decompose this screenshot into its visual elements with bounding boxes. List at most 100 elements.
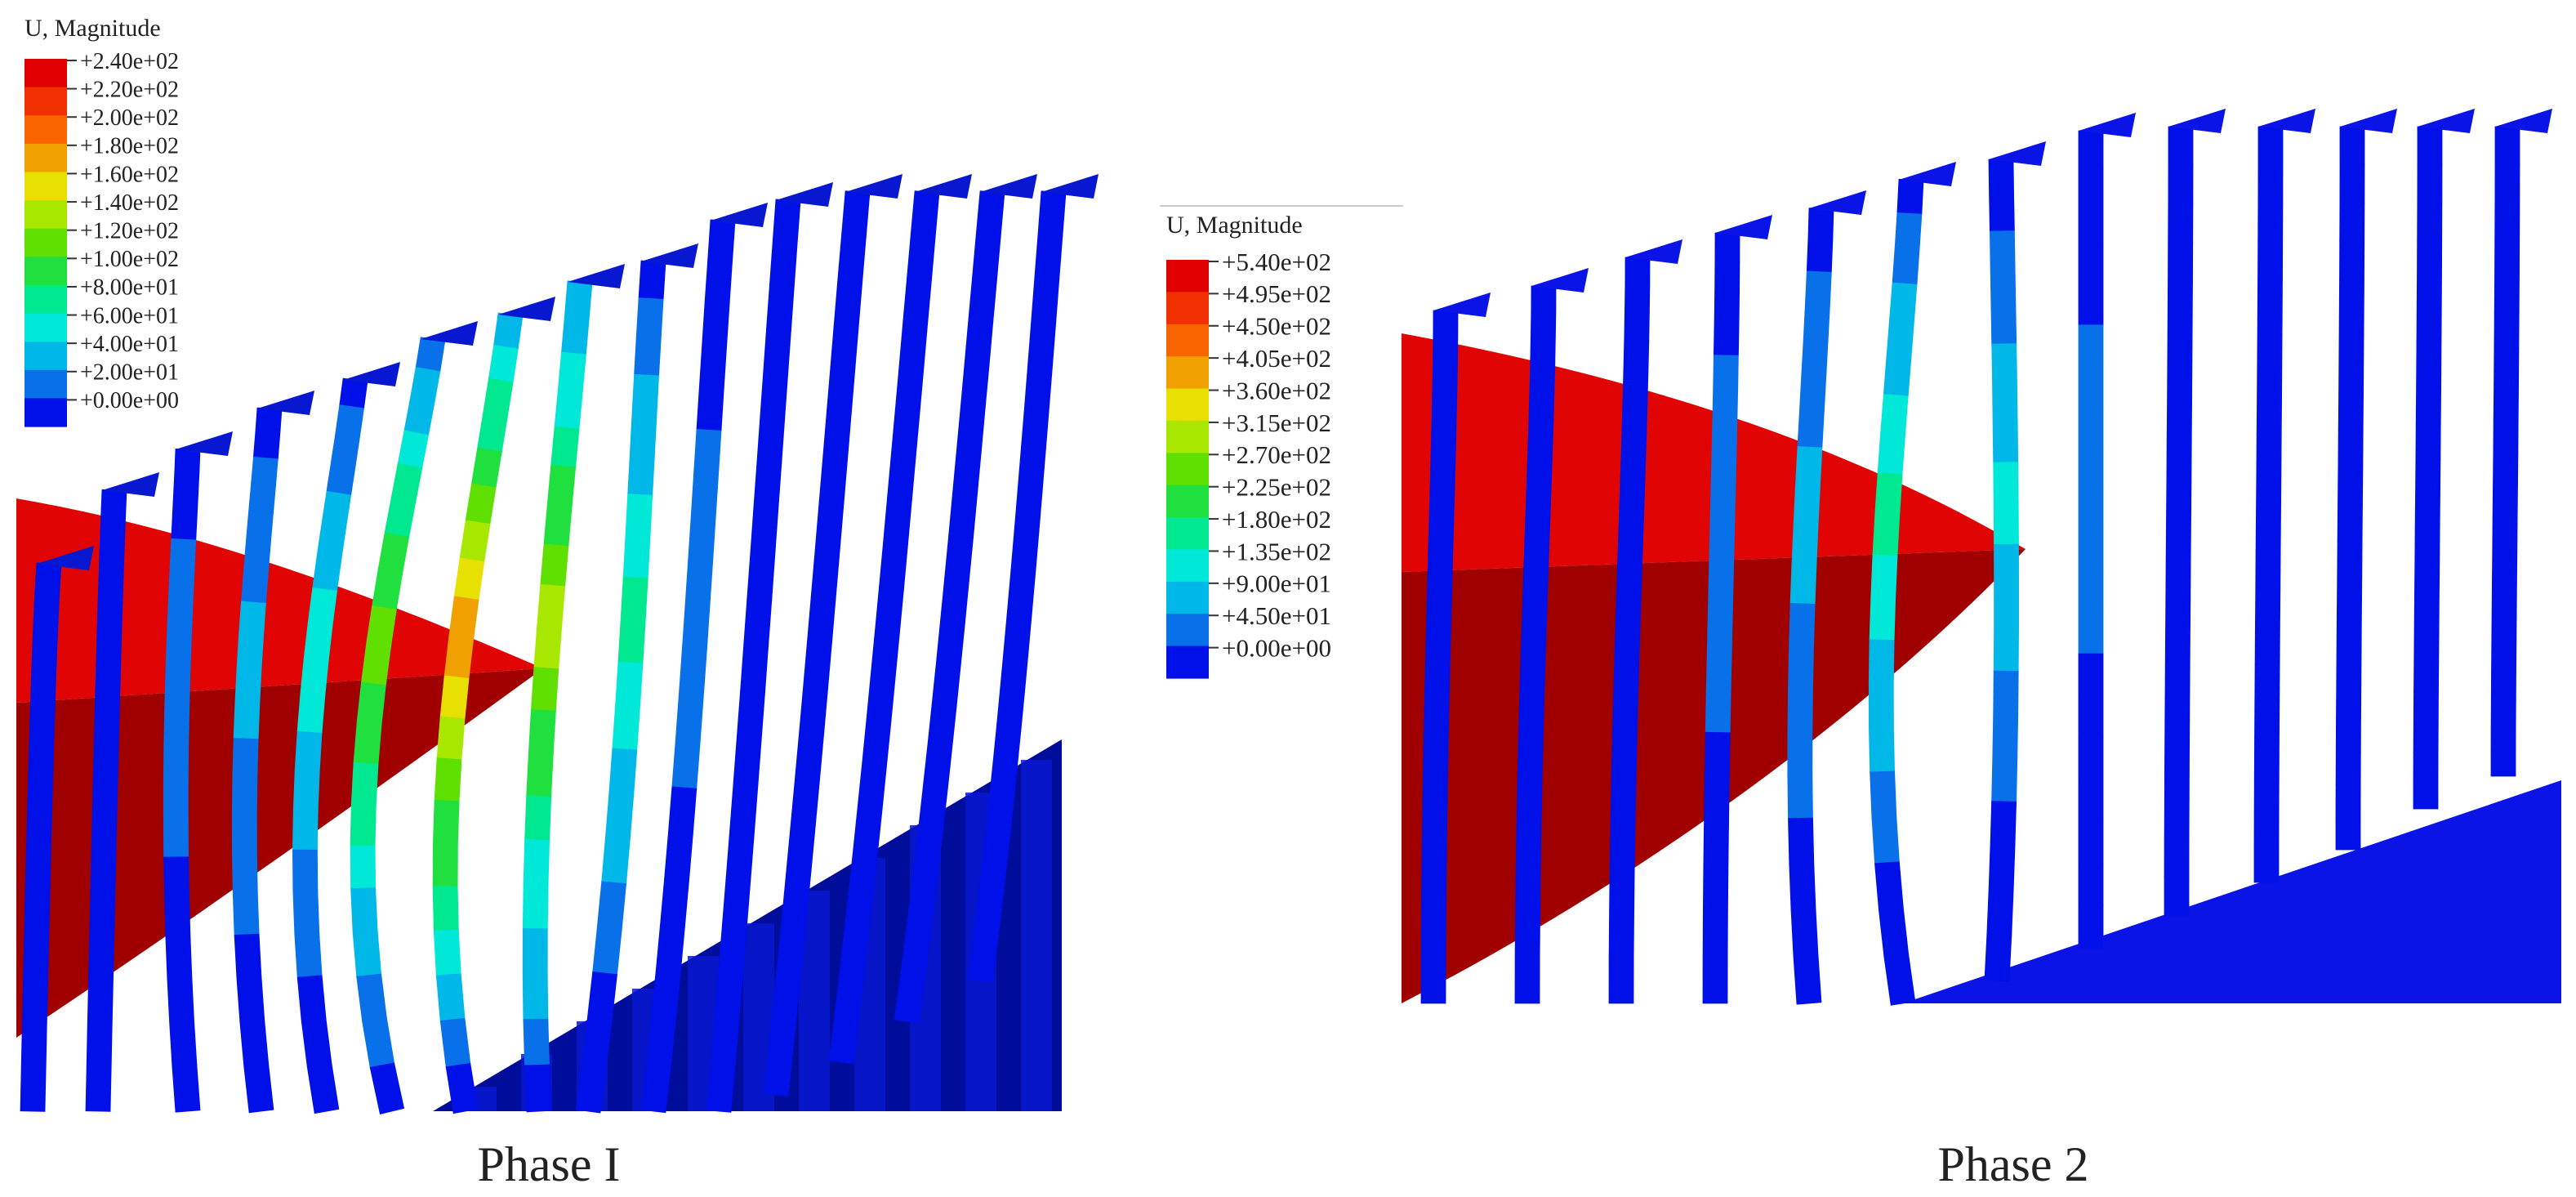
bar-segment [830, 321, 859, 369]
bar-segment [1528, 390, 1555, 421]
bar-segment [956, 406, 986, 453]
bar-segment [1609, 864, 1635, 911]
bar-segment [2413, 722, 2439, 753]
bar-segment [693, 428, 722, 475]
bar-segment [352, 930, 382, 977]
bar-segment [2164, 719, 2190, 760]
bar-segment [321, 490, 352, 527]
bar-cap [1809, 190, 1866, 215]
legend-swatch [25, 284, 67, 315]
legend-label: +4.95e+02 [1222, 279, 1331, 308]
bar-segment [635, 297, 664, 338]
bar-segment [1991, 343, 2017, 384]
bar-segment [33, 585, 60, 601]
bar-segment [2164, 599, 2191, 641]
bar-segment [2414, 529, 2440, 564]
bar-segment [2413, 562, 2440, 597]
bar-segment [550, 426, 580, 468]
bar-segment [1896, 178, 1924, 215]
bar-segment [171, 513, 198, 541]
legend-label: +2.00e+01 [80, 360, 179, 386]
bar-segment [1714, 291, 1740, 324]
bar-segment [2164, 876, 2190, 916]
bar-segment [980, 841, 1009, 881]
fiber-bar [1420, 293, 1491, 1004]
bar-segment [312, 554, 342, 592]
bar-segment [2164, 837, 2190, 878]
fiber-bar [85, 472, 159, 1112]
bar-segment [622, 534, 651, 579]
bar-segment [2494, 239, 2520, 277]
bar-segment [1624, 311, 1650, 342]
bar-segment [292, 769, 320, 811]
bar-segment [366, 605, 397, 648]
bar-segment [582, 1016, 613, 1067]
bar-segment [1613, 653, 1640, 695]
bar-segment [841, 190, 871, 237]
bar-segment [1520, 620, 1547, 660]
bar-segment [1421, 822, 1448, 867]
fiber-bar [1514, 268, 1589, 1004]
legend-swatch [25, 143, 67, 173]
bar-segment [524, 1064, 552, 1113]
bar-segment [88, 937, 115, 980]
bar-segment [2078, 324, 2104, 366]
projectile-phase-1 [16, 498, 543, 1038]
bar-segment [1993, 462, 2019, 504]
bar-segment [681, 605, 711, 653]
bar-segment [433, 929, 461, 976]
bar-segment [2491, 551, 2518, 584]
caption-phase-1: Phase I [478, 1137, 621, 1191]
fiber-bar [350, 321, 478, 1114]
bar-segment [1869, 596, 1896, 641]
bar-segment [952, 449, 982, 496]
target-tile [1021, 760, 1052, 1111]
bar-segment [33, 614, 59, 634]
bar-segment [557, 351, 586, 392]
bar-segment [678, 650, 707, 698]
bar-segment [1433, 332, 1459, 357]
bar-segment [2337, 503, 2363, 542]
bar-segment [927, 703, 957, 749]
bar-segment [2254, 701, 2280, 739]
bar-segment [1886, 318, 1914, 359]
bar-segment [756, 417, 786, 465]
bar-segment [675, 695, 704, 744]
bar-segment [908, 866, 939, 909]
bar-segment [586, 971, 617, 1021]
bar-cap [37, 546, 94, 570]
bar-segment [596, 881, 627, 930]
bar-segment [1624, 284, 1651, 313]
bar-segment [1803, 303, 1830, 341]
bar-segment [822, 410, 852, 459]
bar-segment [2336, 576, 2363, 614]
bar-segment [554, 388, 583, 430]
bar-segment [1795, 445, 1823, 486]
bar-segment [300, 657, 329, 697]
bar-segment [996, 690, 1025, 732]
bar-segment [1530, 335, 1556, 364]
bar-segment [2254, 626, 2280, 665]
bar-segment [972, 911, 1001, 949]
bar-segment [1714, 232, 1740, 263]
bar-segment [292, 890, 320, 935]
bar-segment [432, 799, 460, 844]
bar-segment [2413, 628, 2440, 662]
bar-segment [1514, 909, 1541, 957]
bar-segment [164, 895, 191, 938]
bar-segment [2078, 863, 2104, 907]
bar-segment [960, 363, 990, 410]
bar-segment [1422, 739, 1449, 782]
bar-segment [1618, 502, 1645, 541]
bar-cap [711, 203, 768, 227]
bar-segment [1431, 406, 1457, 435]
bar-segment [2336, 683, 2362, 719]
bar-segment [1804, 270, 1832, 306]
fiber-bar [1787, 190, 1866, 1005]
bar-segment [2168, 241, 2194, 282]
bar-segment [1017, 446, 1046, 491]
bar-segment [522, 883, 549, 930]
bar-segment [1024, 361, 1054, 408]
bar-segment [791, 775, 821, 824]
bar-segment [1021, 404, 1050, 449]
